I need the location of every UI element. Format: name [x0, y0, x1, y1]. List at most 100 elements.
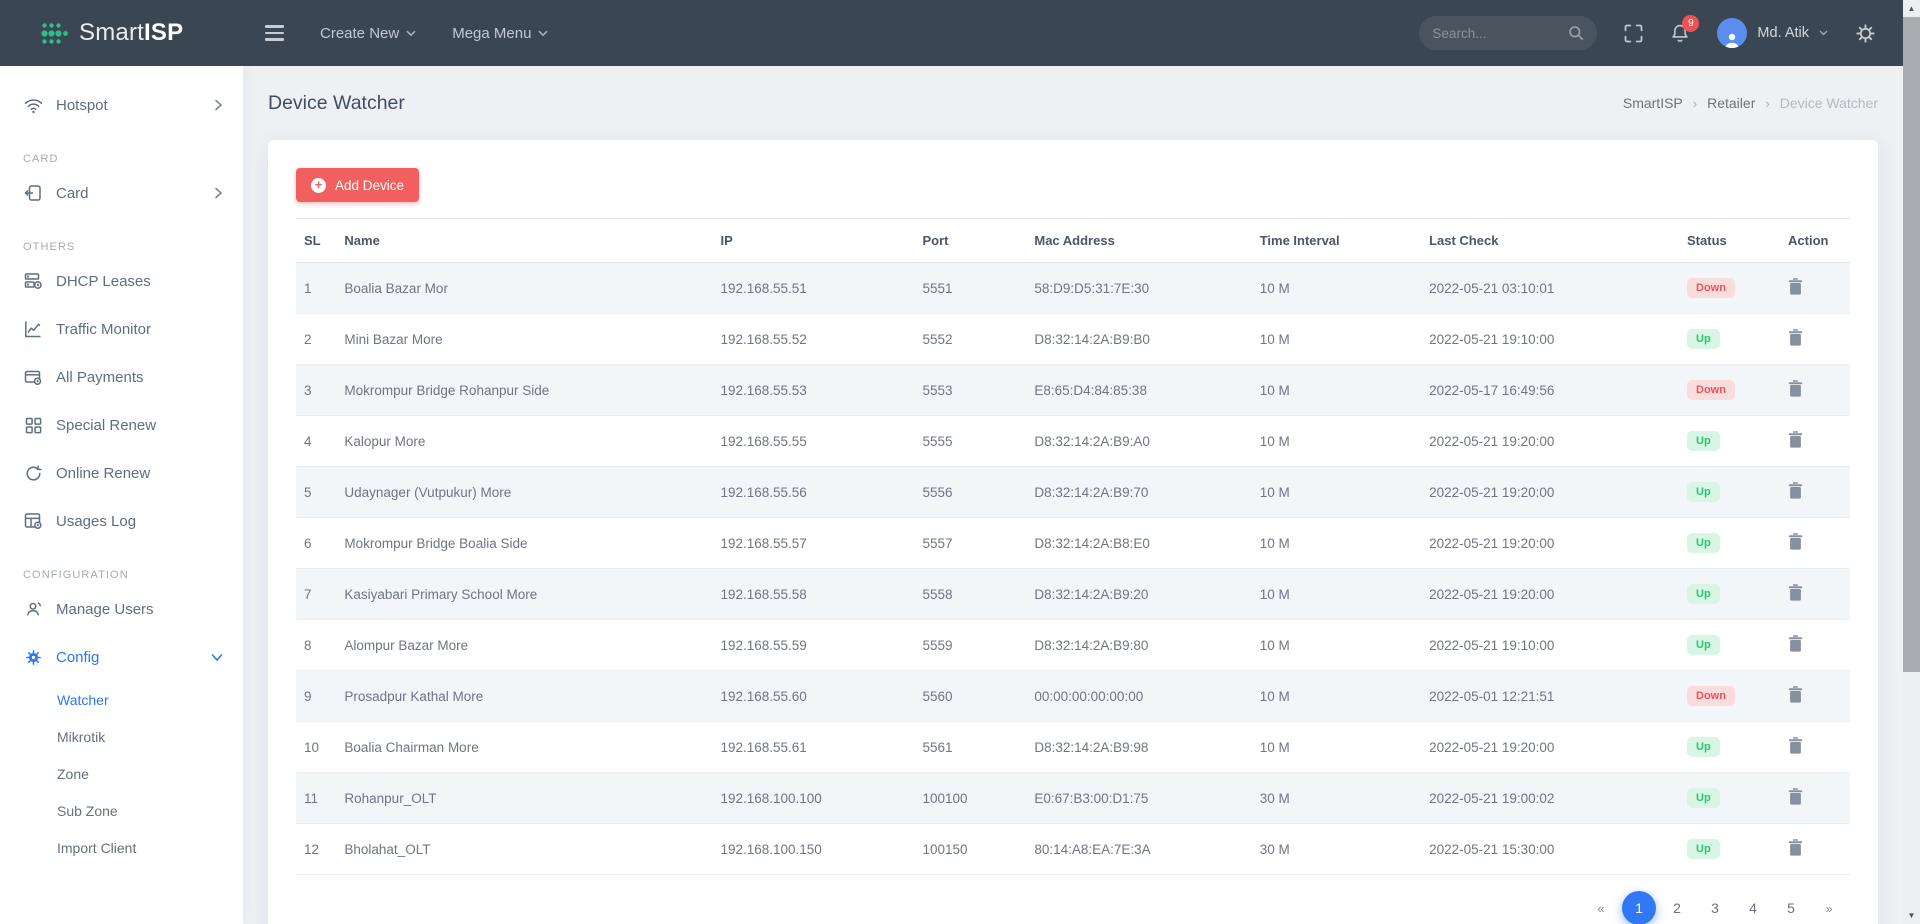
search-icon[interactable] — [1568, 25, 1584, 41]
search-input[interactable] — [1432, 25, 1569, 41]
trash-icon[interactable] — [1788, 278, 1803, 295]
payments-icon — [23, 368, 43, 386]
trash-icon[interactable] — [1788, 737, 1803, 754]
sidebar-subitem-sub-zone[interactable]: Sub Zone — [57, 802, 118, 819]
browser-scrollbar[interactable]: ▲ ▼ — [1903, 0, 1920, 924]
chevron-down-icon — [211, 653, 223, 662]
trash-icon[interactable] — [1788, 380, 1803, 397]
user-menu[interactable]: Md. Atik — [1717, 18, 1828, 48]
notifications-bell-icon[interactable]: 9 — [1670, 14, 1700, 44]
sidebar-subitem-zone[interactable]: Zone — [57, 765, 89, 782]
cell-sl: 2 — [296, 313, 337, 365]
trash-icon[interactable] — [1788, 686, 1803, 703]
sidebar-item-hotspot[interactable]: Hotspot — [0, 81, 243, 129]
sidebar-item-card[interactable]: Card — [0, 169, 243, 217]
table-row-device-4: 4 Kalopur More 192.168.55.55 5555 D8:32:14:2… — [296, 415, 1850, 467]
cell-interval: 30 M — [1251, 772, 1422, 824]
sidebar-item-dhcp-leases[interactable]: DHCP Leases — [0, 257, 243, 305]
cell-name: Kasiyabari Primary School More — [336, 568, 713, 620]
pagination-next[interactable]: » — [1825, 900, 1833, 916]
notification-count-badge: 9 — [1682, 14, 1700, 32]
sidebar-subitem-watcher[interactable]: Watcher — [57, 691, 109, 708]
scroll-up-arrow-icon[interactable]: ▲ — [1903, 0, 1920, 17]
cell-status: Up — [1679, 415, 1781, 467]
cell-ip: 192.168.55.55 — [712, 415, 915, 467]
sidebar-item-manage-users[interactable]: Manage Users — [0, 585, 243, 633]
status-badge: Down — [1687, 380, 1735, 400]
sidebar-item-config[interactable]: Config — [0, 633, 243, 681]
cell-last_check: 2022-05-21 19:00:02 — [1421, 772, 1680, 824]
cell-status: Up — [1679, 568, 1781, 620]
cell-mac: D8:32:14:2A:B9:70 — [1026, 466, 1252, 518]
settings-gear-icon[interactable] — [1855, 23, 1876, 44]
plus-circle-icon — [311, 177, 326, 193]
fullscreen-icon[interactable] — [1624, 24, 1643, 43]
nav-menu-create-new[interactable]: Create New — [320, 25, 416, 42]
pagination-page-4[interactable]: 4 — [1749, 900, 1757, 916]
pagination-page-2[interactable]: 2 — [1673, 900, 1681, 916]
status-badge: Down — [1687, 686, 1735, 706]
sidebar-menu: Hotspot CARD Card OTHERS DHCP Leases Traffic … — [0, 66, 243, 866]
cell-port: 5552 — [914, 313, 1027, 365]
chevron-down-icon — [1819, 30, 1828, 36]
trash-icon[interactable] — [1788, 788, 1803, 805]
add-device-button[interactable]: Add Device — [296, 168, 420, 202]
trash-icon[interactable] — [1788, 584, 1803, 601]
cell-mac: D8:32:14:2A:B9:98 — [1026, 721, 1252, 773]
cell-status: Down — [1679, 262, 1781, 314]
status-badge: Down — [1687, 278, 1735, 298]
breadcrumb-item-retailer[interactable]: Retailer — [1707, 95, 1756, 111]
table-row-device-6: 6 Mokrompur Bridge Boalia Side 192.168.55.… — [296, 517, 1850, 569]
cell-interval: 10 M — [1251, 670, 1422, 722]
status-badge: Up — [1687, 584, 1720, 604]
cell-interval: 10 M — [1251, 262, 1422, 314]
sidebar-item-usages-log[interactable]: Usages Log — [0, 497, 243, 545]
cell-port: 5560 — [914, 670, 1027, 722]
cell-port: 5556 — [914, 466, 1027, 518]
cell-status: Up — [1679, 721, 1781, 773]
cell-port: 5559 — [914, 619, 1027, 671]
cell-status: Up — [1679, 517, 1781, 569]
pagination-page-1[interactable]: 1 — [1622, 891, 1656, 924]
trash-icon[interactable] — [1788, 635, 1803, 652]
scrollbar-thumb[interactable] — [1903, 17, 1920, 672]
cell-mac: 00:00:00:00:00:00 — [1026, 670, 1252, 722]
sidebar-item-label: Card — [56, 184, 89, 202]
cell-port: 5558 — [914, 568, 1027, 620]
pagination-prev[interactable]: « — [1597, 900, 1605, 916]
trash-icon[interactable] — [1788, 533, 1803, 550]
column-header-name: Name — [336, 218, 713, 263]
sidebar-section-card: CARD — [23, 153, 59, 165]
chevron-down-icon — [406, 30, 416, 37]
trash-icon[interactable] — [1788, 482, 1803, 499]
cell-last_check: 2022-05-17 16:49:56 — [1421, 364, 1680, 416]
users-icon — [23, 600, 43, 618]
top-navbar: SmartISP Create New Mega Menu 9 — [0, 0, 1920, 66]
device-table: SL Name IP Port Mac Address Time Interval Last… — [296, 218, 1850, 875]
cell-port: 5553 — [914, 364, 1027, 416]
brand-logo[interactable]: SmartISP — [0, 19, 243, 47]
trash-icon[interactable] — [1788, 329, 1803, 346]
menu-toggle-icon[interactable] — [265, 25, 284, 41]
sidebar-item-traffic-monitor[interactable]: Traffic Monitor — [0, 305, 243, 353]
sidebar-item-label: All Payments — [56, 368, 144, 386]
sidebar-item-online-renew[interactable]: Online Renew — [0, 449, 243, 497]
scroll-down-arrow-icon[interactable]: ▼ — [1903, 907, 1920, 924]
trash-icon[interactable] — [1788, 839, 1803, 856]
sidebar-subitem-mikrotik[interactable]: Mikrotik — [57, 728, 106, 745]
sidebar-item-special-renew[interactable]: Special Renew — [0, 401, 243, 449]
status-badge: Up — [1687, 329, 1720, 349]
sidebar-item-all-payments[interactable]: All Payments — [0, 353, 243, 401]
trash-icon[interactable] — [1788, 431, 1803, 448]
page-title: Device Watcher — [268, 91, 405, 114]
cell-port: 5557 — [914, 517, 1027, 569]
cell-ip: 192.168.55.59 — [712, 619, 915, 671]
nav-menu-mega-menu[interactable]: Mega Menu — [452, 25, 548, 42]
status-badge: Up — [1687, 482, 1720, 502]
pagination-page-5[interactable]: 5 — [1787, 900, 1795, 916]
pagination-page-3[interactable]: 3 — [1711, 900, 1719, 916]
breadcrumb-item-smartisp[interactable]: SmartISP — [1622, 95, 1683, 111]
cell-action — [1780, 670, 1850, 722]
sidebar-subitem-import-client[interactable]: Import Client — [57, 839, 137, 856]
cell-action — [1780, 364, 1850, 416]
